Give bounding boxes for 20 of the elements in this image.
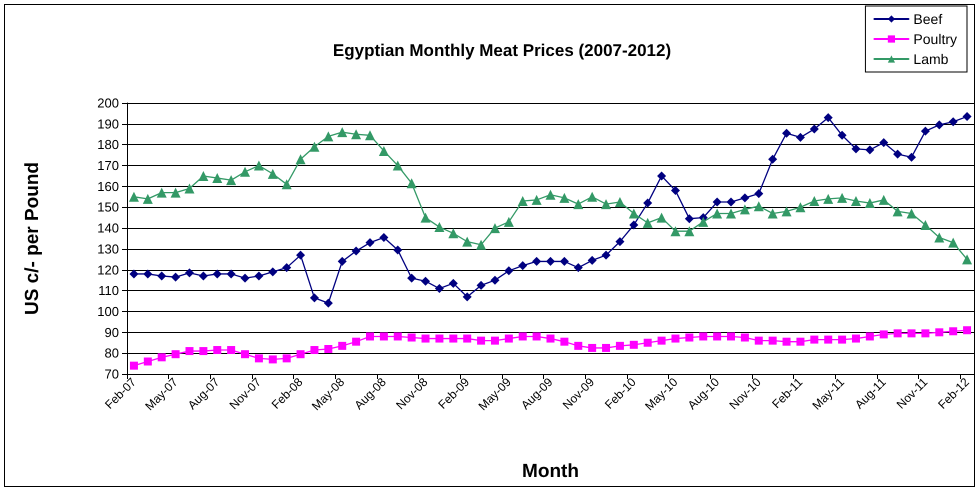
y-tick-label: 130: [97, 241, 119, 256]
y-tick-label: 110: [98, 283, 119, 298]
legend-label: Beef: [913, 11, 942, 27]
y-tick-label: 70: [104, 366, 119, 382]
y-tick-label: 160: [97, 178, 119, 194]
legend-label: Lamb: [913, 51, 949, 67]
y-tick-label: 100: [97, 304, 119, 319]
y-tick-label: 170: [97, 158, 119, 174]
y-tick-label: 190: [97, 116, 119, 132]
legend-label: Poultry: [913, 31, 958, 47]
y-tick-label: 120: [97, 262, 119, 278]
y-tick-label: 150: [97, 200, 119, 215]
y-tick-label: 140: [97, 220, 119, 236]
y-tick-label: 200: [97, 96, 119, 110]
y-tick-label: 180: [97, 137, 119, 152]
x-axis-title: Month: [522, 461, 579, 482]
y-axis-title: US c/- per Pound: [22, 162, 43, 316]
chart-title: Egyptian Monthly Meat Prices (2007-2012): [332, 41, 672, 60]
y-tick-label: 80: [104, 346, 119, 361]
y-tick-label: 90: [104, 324, 119, 340]
